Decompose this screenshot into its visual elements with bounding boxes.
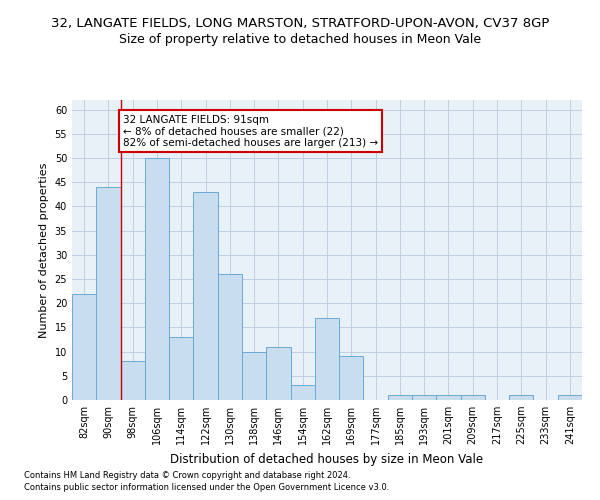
Bar <box>558 395 582 400</box>
Text: 32 LANGATE FIELDS: 91sqm
← 8% of detached houses are smaller (22)
82% of semi-de: 32 LANGATE FIELDS: 91sqm ← 8% of detache… <box>123 114 378 148</box>
Bar <box>388 395 412 400</box>
Bar <box>339 356 364 400</box>
Text: Size of property relative to detached houses in Meon Vale: Size of property relative to detached ho… <box>119 32 481 46</box>
Bar <box>193 192 218 400</box>
Bar <box>266 347 290 400</box>
Bar <box>509 395 533 400</box>
Bar <box>290 386 315 400</box>
Bar <box>96 187 121 400</box>
Bar <box>169 337 193 400</box>
Bar <box>218 274 242 400</box>
Bar <box>145 158 169 400</box>
Text: Contains public sector information licensed under the Open Government Licence v3: Contains public sector information licen… <box>24 484 389 492</box>
Bar <box>412 395 436 400</box>
X-axis label: Distribution of detached houses by size in Meon Vale: Distribution of detached houses by size … <box>170 452 484 466</box>
Bar <box>121 362 145 400</box>
Bar <box>315 318 339 400</box>
Text: Contains HM Land Registry data © Crown copyright and database right 2024.: Contains HM Land Registry data © Crown c… <box>24 471 350 480</box>
Bar <box>242 352 266 400</box>
Text: 32, LANGATE FIELDS, LONG MARSTON, STRATFORD-UPON-AVON, CV37 8GP: 32, LANGATE FIELDS, LONG MARSTON, STRATF… <box>51 18 549 30</box>
Bar <box>461 395 485 400</box>
Bar <box>436 395 461 400</box>
Y-axis label: Number of detached properties: Number of detached properties <box>39 162 49 338</box>
Bar <box>72 294 96 400</box>
